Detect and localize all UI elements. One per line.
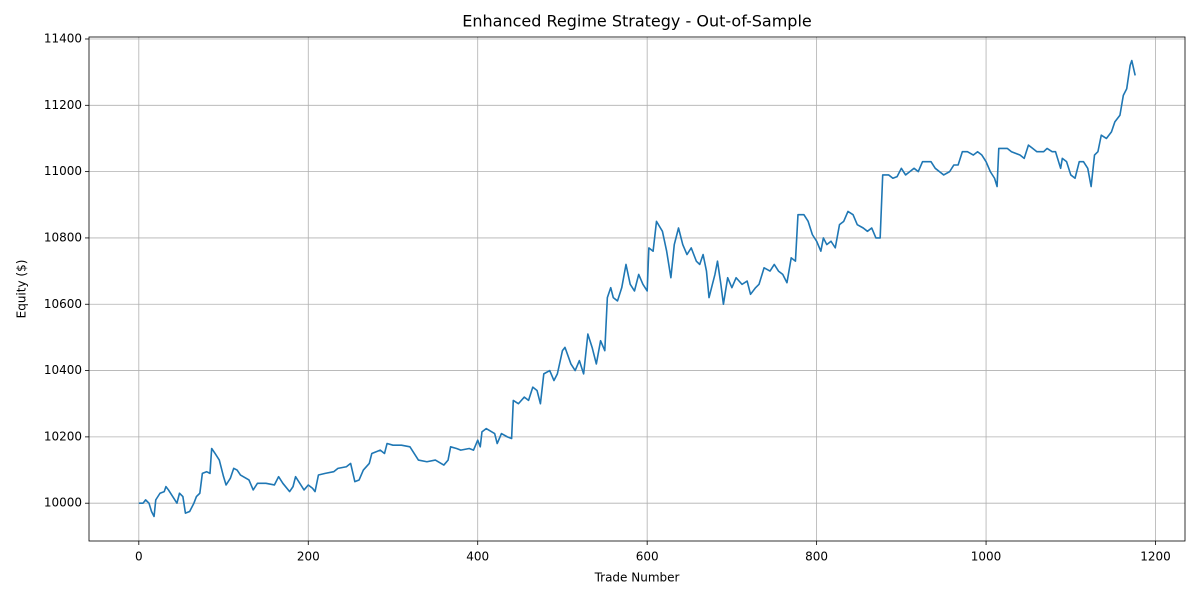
y-tick-label: 11400 <box>44 31 82 45</box>
x-axis-label: Trade Number <box>594 571 680 585</box>
x-tick-label: 200 <box>297 550 320 564</box>
y-axis-label: Equity ($) <box>15 260 29 319</box>
chart-title: Enhanced Regime Strategy - Out-of-Sample <box>462 12 811 31</box>
x-tick-label: 600 <box>636 550 659 564</box>
plot-frame <box>88 36 1186 542</box>
y-tick-label: 10400 <box>44 363 82 377</box>
y-tick-label: 10000 <box>44 496 82 510</box>
y-tick-label: 11000 <box>44 164 82 178</box>
x-tick-label: 0 <box>135 550 143 564</box>
x-tick-label: 1000 <box>971 550 1002 564</box>
y-tick-label: 10800 <box>44 230 82 244</box>
y-tick-label: 10200 <box>44 429 82 443</box>
y-tick-label: 11200 <box>44 98 82 112</box>
data-line <box>138 59 1136 518</box>
y-tick-label: 10600 <box>44 297 82 311</box>
x-tick-label: 800 <box>805 550 828 564</box>
x-tick-label: 1200 <box>1140 550 1171 564</box>
x-tick-label: 400 <box>466 550 489 564</box>
